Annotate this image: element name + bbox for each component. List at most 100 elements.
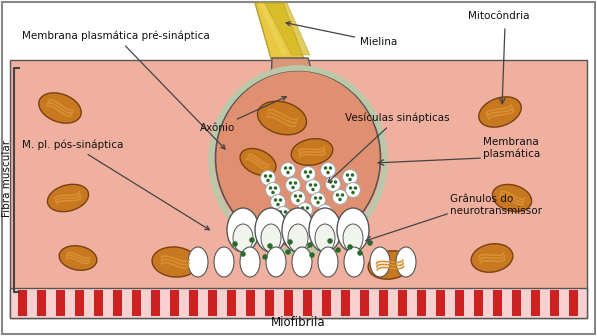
Ellipse shape <box>284 166 287 170</box>
Ellipse shape <box>216 71 380 246</box>
Ellipse shape <box>297 203 312 217</box>
Bar <box>132 290 141 316</box>
Bar <box>56 290 65 316</box>
Ellipse shape <box>279 198 282 202</box>
Bar <box>455 290 464 316</box>
Polygon shape <box>255 3 305 62</box>
Ellipse shape <box>368 251 412 279</box>
Ellipse shape <box>370 247 390 277</box>
Text: Miofibrila: Miofibrila <box>270 316 325 329</box>
Ellipse shape <box>479 97 521 127</box>
Bar <box>151 290 160 316</box>
Ellipse shape <box>329 180 333 184</box>
Text: Mielina: Mielina <box>286 22 397 47</box>
Ellipse shape <box>294 181 297 185</box>
Ellipse shape <box>326 171 330 174</box>
Ellipse shape <box>264 174 267 178</box>
Ellipse shape <box>316 201 320 204</box>
Ellipse shape <box>318 247 338 277</box>
Bar <box>18 290 27 316</box>
Bar <box>322 290 331 316</box>
Bar <box>37 290 46 316</box>
Ellipse shape <box>291 139 333 165</box>
Ellipse shape <box>327 238 333 244</box>
Ellipse shape <box>59 246 97 270</box>
Ellipse shape <box>266 179 270 182</box>
Ellipse shape <box>315 224 335 252</box>
Ellipse shape <box>257 101 306 135</box>
Ellipse shape <box>240 247 260 277</box>
Ellipse shape <box>39 93 81 123</box>
Ellipse shape <box>289 166 293 170</box>
Ellipse shape <box>292 247 312 277</box>
Ellipse shape <box>279 210 282 214</box>
Ellipse shape <box>240 251 246 257</box>
Ellipse shape <box>396 247 416 277</box>
Ellipse shape <box>346 173 349 177</box>
Bar <box>512 290 521 316</box>
Ellipse shape <box>301 206 304 210</box>
Polygon shape <box>265 3 310 55</box>
Bar <box>284 290 293 316</box>
Ellipse shape <box>306 206 309 210</box>
Ellipse shape <box>269 174 272 178</box>
Bar <box>265 290 274 316</box>
Ellipse shape <box>285 249 291 255</box>
Ellipse shape <box>321 163 336 177</box>
Ellipse shape <box>304 170 307 174</box>
Ellipse shape <box>262 254 267 260</box>
Ellipse shape <box>274 186 277 190</box>
Ellipse shape <box>267 243 273 249</box>
Ellipse shape <box>260 170 275 185</box>
Ellipse shape <box>303 211 307 214</box>
Text: Membrana
plasmática: Membrana plasmática <box>483 137 540 159</box>
Ellipse shape <box>311 188 315 191</box>
Ellipse shape <box>318 205 333 219</box>
Bar <box>436 290 445 316</box>
Ellipse shape <box>309 252 315 258</box>
Bar <box>550 290 559 316</box>
Ellipse shape <box>307 242 313 248</box>
Ellipse shape <box>346 182 361 198</box>
Ellipse shape <box>324 166 327 170</box>
Ellipse shape <box>281 215 285 218</box>
Text: Grânulos do
neurotransmissor: Grânulos do neurotransmissor <box>450 194 542 216</box>
Ellipse shape <box>310 193 325 208</box>
Ellipse shape <box>314 183 317 187</box>
Ellipse shape <box>325 176 340 192</box>
Ellipse shape <box>309 183 312 187</box>
Ellipse shape <box>306 175 310 178</box>
Ellipse shape <box>291 186 295 189</box>
Ellipse shape <box>282 208 314 252</box>
Ellipse shape <box>351 173 354 177</box>
Ellipse shape <box>240 149 276 175</box>
Ellipse shape <box>493 184 531 212</box>
Bar <box>208 290 217 316</box>
Ellipse shape <box>323 213 327 216</box>
Ellipse shape <box>348 178 352 181</box>
Bar <box>398 290 407 316</box>
Bar <box>379 290 388 316</box>
Ellipse shape <box>275 207 291 221</box>
Bar <box>75 290 84 316</box>
Ellipse shape <box>336 247 341 253</box>
Bar <box>303 290 312 316</box>
Text: Membrana plasmática pré-sináptica: Membrana plasmática pré-sináptica <box>22 31 225 149</box>
Ellipse shape <box>285 177 300 193</box>
Bar <box>246 290 255 316</box>
Bar <box>531 290 540 316</box>
Ellipse shape <box>367 240 373 246</box>
Ellipse shape <box>288 224 308 252</box>
Bar <box>113 290 122 316</box>
Ellipse shape <box>294 194 297 198</box>
Polygon shape <box>270 58 322 108</box>
Bar <box>569 290 578 316</box>
Ellipse shape <box>233 224 253 252</box>
Ellipse shape <box>296 199 300 202</box>
Ellipse shape <box>343 224 363 252</box>
Text: M. pl. pós-sináptica: M. pl. pós-sináptica <box>22 140 210 230</box>
Ellipse shape <box>347 244 353 250</box>
Bar <box>227 290 236 316</box>
Ellipse shape <box>300 167 315 181</box>
Ellipse shape <box>329 166 333 170</box>
